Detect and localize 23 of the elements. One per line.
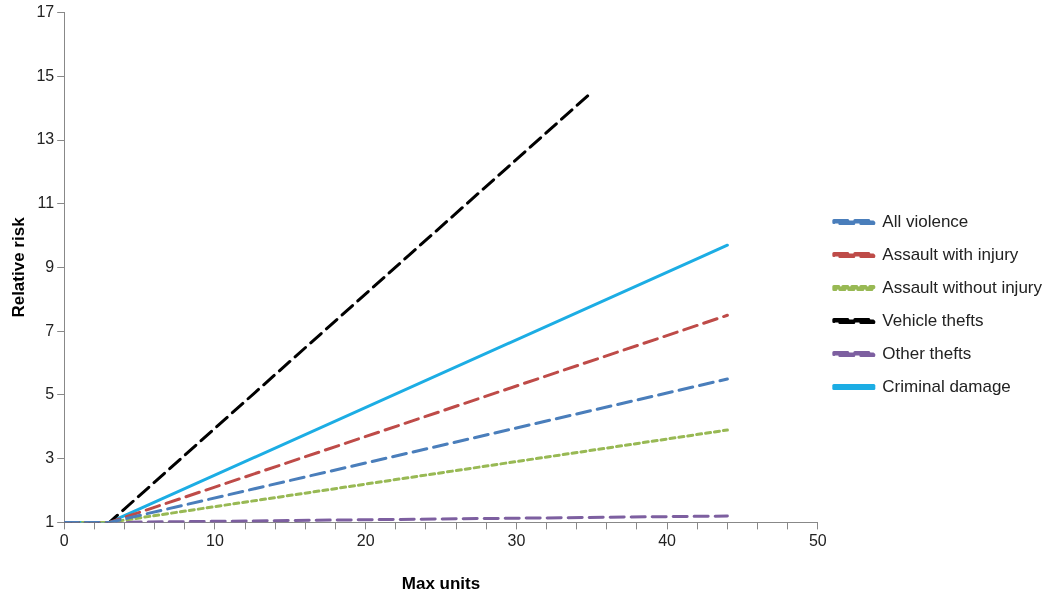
legend-label: Assault without injury [882, 277, 1043, 297]
y-tick-label: 3 [45, 449, 55, 467]
x-tick-label: 30 [507, 532, 526, 550]
x-tick-label: 10 [206, 532, 224, 550]
y-tick-label: 17 [36, 3, 55, 21]
x-tick-label: 40 [658, 532, 677, 550]
legend-label: Criminal damage [882, 376, 1011, 396]
x-tick-label: 20 [356, 532, 375, 550]
y-tick-label: 15 [36, 66, 55, 84]
y-tick-label: 5 [45, 385, 55, 403]
y-tick-label: 7 [45, 321, 55, 339]
legend-label: Assault with injury [882, 244, 1019, 264]
y-tick-label: 11 [37, 194, 55, 212]
x-axis-title: Max units [401, 574, 481, 594]
y-axis-title: Relative risk [8, 216, 28, 318]
legend-label: Other thefts [882, 343, 972, 363]
legend-label: Vehicle thefts [882, 310, 984, 330]
y-tick-label: 9 [45, 257, 55, 275]
y-tick-label: 1 [45, 512, 55, 530]
x-tick-label: 0 [59, 532, 69, 550]
x-tick-label: 50 [808, 532, 827, 550]
legend-label: All violence [882, 211, 969, 231]
y-tick-label: 13 [36, 130, 55, 148]
